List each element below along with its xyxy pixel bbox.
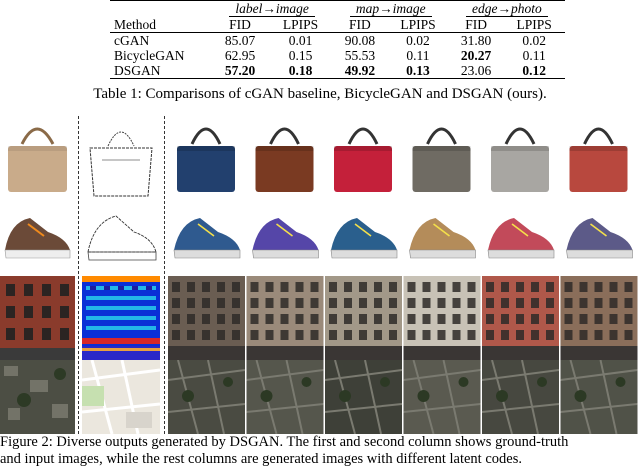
generated-shoe-image: [403, 202, 480, 274]
table-cell: 0.13: [387, 63, 449, 79]
generated-facade-image: [560, 276, 638, 360]
table-cell: 62.95: [224, 48, 256, 63]
method-header: Method: [110, 17, 212, 33]
column-divider: [164, 116, 165, 434]
figure-caption-line: Figure 2: Diverse outputs generated by D…: [0, 434, 569, 450]
table-header-metrics: Method FID LPIPS FID LPIPS FID LPIPS: [110, 17, 565, 33]
figure-caption: Figure 2: Diverse outputs generated by D…: [0, 434, 640, 468]
table-cell: 0.11: [406, 48, 430, 63]
shoe-edge-input-image: [82, 202, 160, 274]
figure-grid: [0, 116, 640, 434]
facade-generated-images: [168, 276, 640, 360]
generated-shoe-image: [482, 202, 558, 274]
results-table-container: label→image map→image edge→photo Method …: [110, 0, 565, 79]
facade-row: [0, 276, 640, 360]
metric-header: FID: [448, 17, 504, 33]
table-cell: 0.12: [503, 63, 565, 79]
generated-bag-image: [560, 116, 637, 202]
generated-facade-image: [482, 276, 559, 360]
generated-facade-image: [325, 276, 402, 360]
metric-header: LPIPS: [387, 17, 449, 33]
method-name: BicycleGAN: [114, 48, 185, 63]
group-map-image: map→image: [332, 0, 449, 17]
generated-shoe-image: [560, 202, 637, 274]
table-cell: 0.18: [268, 63, 333, 79]
map-row: [0, 360, 640, 434]
generated-shoe-image: [168, 202, 244, 274]
bag-edge-input-image: [82, 116, 160, 202]
results-table: label→image map→image edge→photo Method …: [110, 0, 565, 79]
generated-facade-image: [246, 276, 324, 360]
shoe-row: [0, 202, 640, 274]
generated-aerial-image: [481, 360, 560, 434]
metric-header: FID: [332, 17, 388, 33]
table-cell: 0.01: [288, 33, 313, 48]
generated-aerial-image: [403, 360, 481, 434]
table-cell: 49.92: [332, 63, 388, 79]
bag-ground-truth-image: [0, 116, 75, 202]
map-input-image: [82, 360, 160, 434]
bag-row: [0, 116, 640, 202]
table-cell: 31.80: [460, 33, 492, 48]
metric-header: FID: [211, 17, 269, 33]
bag-generated-images: [168, 116, 640, 202]
generated-aerial-image: [560, 360, 638, 434]
generated-shoe-image: [246, 202, 323, 274]
facade-ground-truth-image: [0, 276, 75, 360]
table-cell: 85.07: [224, 33, 256, 48]
figure-caption-line: and input images, while the rest columns…: [0, 451, 522, 467]
table-cell: 90.08: [344, 33, 376, 48]
generated-bag-image: [325, 116, 401, 202]
table-cell: 57.20: [211, 63, 269, 79]
metric-header: LPIPS: [503, 17, 565, 33]
facade-label-input-image: [82, 276, 160, 360]
column-divider: [78, 116, 79, 434]
table-row: cGAN 85.07 0.01 90.08 0.02 31.80 0.02: [110, 33, 565, 49]
metric-header: LPIPS: [268, 17, 333, 33]
generated-bag-image: [168, 116, 244, 202]
method-name: DSGAN: [110, 63, 212, 79]
generated-facade-image: [403, 276, 481, 360]
generated-bag-image: [403, 116, 480, 202]
shoe-ground-truth-image: [0, 202, 75, 274]
table-cell: 0.02: [522, 33, 546, 48]
group-label-image: label→image: [211, 0, 333, 17]
table-header-groups: label→image map→image edge→photo: [110, 0, 565, 17]
table-row: DSGAN 57.20 0.18 49.92 0.13 23.06 0.12: [110, 63, 565, 79]
shoe-generated-images: [168, 202, 640, 274]
table-row: BicycleGAN 62.95 0.15 55.53 0.11 20.27 0…: [110, 48, 565, 63]
generated-facade-image: [168, 276, 245, 360]
table-cell: 0.15: [288, 48, 313, 63]
table-cell: 0.02: [406, 33, 430, 48]
group-edge-photo: edge→photo: [448, 0, 565, 17]
generated-aerial-image: [168, 360, 246, 434]
table-caption: Table 1: Comparisons of cGAN baseline, B…: [93, 86, 547, 102]
generated-shoe-image: [325, 202, 401, 274]
table-cell: 23.06: [448, 63, 504, 79]
table-cell: 55.53: [344, 48, 376, 63]
table-cell: 0.11: [522, 48, 546, 63]
generated-bag-image: [246, 116, 323, 202]
method-name: cGAN: [114, 33, 150, 48]
generated-aerial-image: [246, 360, 324, 434]
generated-bag-image: [482, 116, 558, 202]
aerial-ground-truth-image: [0, 360, 75, 434]
generated-aerial-image: [324, 360, 403, 434]
table-cell: 20.27: [460, 48, 492, 63]
aerial-generated-images: [168, 360, 640, 434]
